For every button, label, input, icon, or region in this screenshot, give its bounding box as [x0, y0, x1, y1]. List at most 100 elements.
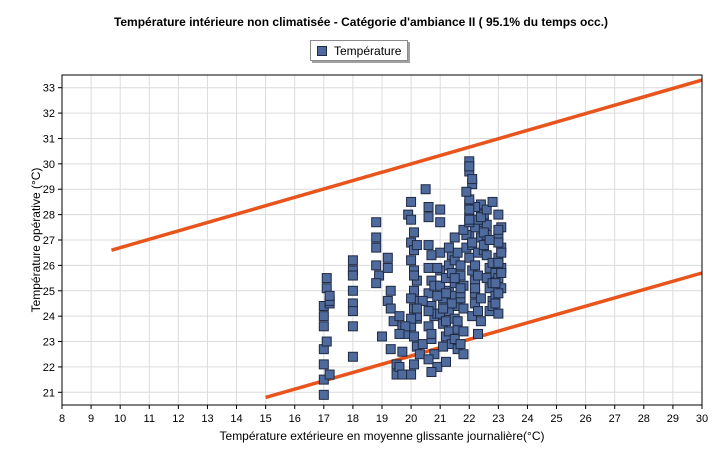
data-point [475, 316, 486, 327]
data-point [478, 240, 489, 251]
x-tick-label: 28 [638, 413, 650, 425]
data-point [417, 295, 428, 306]
data-point [406, 293, 417, 304]
data-point [347, 306, 358, 317]
data-point [478, 227, 489, 238]
data-point [429, 349, 440, 360]
data-point [493, 224, 504, 235]
x-tick-label: 18 [347, 413, 359, 425]
data-point [426, 328, 437, 339]
data-point [423, 262, 434, 273]
data-point [423, 354, 434, 365]
data-point [475, 293, 486, 304]
y-tick-label: 25 [43, 286, 55, 298]
data-point [458, 224, 469, 235]
y-tick-label: 28 [43, 210, 55, 222]
data-points [318, 156, 507, 400]
x-tick-label: 10 [114, 413, 126, 425]
data-point [321, 336, 332, 347]
data-point [470, 283, 481, 294]
data-point [347, 285, 358, 296]
data-point [441, 356, 451, 367]
y-tick-label: 26 [43, 260, 55, 272]
x-tick-label: 25 [550, 413, 562, 425]
data-point [481, 273, 492, 284]
data-point [449, 273, 460, 284]
data-point [394, 328, 405, 339]
data-point [475, 212, 486, 223]
x-tick-label: 22 [463, 413, 475, 425]
x-tick-label: 24 [521, 413, 533, 425]
data-point [467, 237, 478, 248]
data-point [452, 316, 463, 327]
y-tick-label: 27 [43, 235, 55, 247]
data-point [411, 303, 422, 314]
legend-square-marker-icon [317, 45, 327, 56]
data-point [432, 262, 443, 273]
data-point [426, 367, 437, 377]
data-point [481, 204, 492, 215]
data-point [493, 237, 504, 248]
data-point [388, 316, 399, 327]
data-point [382, 262, 393, 273]
x-tick-label: 15 [260, 413, 272, 425]
data-point [435, 204, 446, 215]
data-point [473, 306, 483, 317]
comfort-limit-lines [110, 78, 703, 400]
data-point [347, 270, 358, 281]
x-tick-label: 30 [696, 413, 708, 425]
y-tick-label: 29 [43, 184, 55, 196]
data-point [409, 359, 419, 370]
data-point [464, 204, 475, 215]
data-point [496, 247, 507, 258]
data-point [385, 303, 396, 314]
x-axis-label: Température extérieure en moyenne glissa… [220, 429, 545, 443]
data-point [406, 255, 417, 266]
x-tick-label: 11 [144, 413, 155, 425]
legend: Température [310, 40, 409, 61]
data-point [467, 311, 478, 322]
data-point [324, 369, 335, 380]
data-point [406, 313, 417, 324]
data-point [324, 290, 335, 301]
y-tick-label: 30 [43, 159, 55, 171]
data-point [318, 374, 329, 385]
data-point [461, 186, 472, 197]
data-point [423, 202, 434, 212]
x-tick-label: 12 [172, 413, 184, 425]
data-point [487, 196, 498, 207]
x-axis-ticks: 8 9 10 11 12 13 14 15 16 17 18 19 20 21 22 23 24 25 26 27 28… [59, 405, 708, 425]
data-point [464, 252, 475, 263]
data-point [371, 260, 382, 271]
x-tick-label: 17 [318, 413, 330, 425]
data-point [458, 326, 469, 337]
data-point [438, 341, 449, 352]
data-point [318, 311, 329, 322]
data-point [371, 232, 382, 243]
data-point [467, 174, 478, 185]
chart-title: Température intérieure non climatisée - … [113, 15, 609, 29]
data-point [484, 235, 495, 245]
x-tick-label: 13 [201, 413, 213, 425]
data-point [449, 334, 460, 344]
data-point [441, 288, 451, 299]
data-point [417, 339, 428, 350]
x-tick-label: 14 [230, 413, 242, 425]
data-point [435, 247, 446, 258]
x-tick-label: 19 [376, 413, 388, 425]
x-tick-label: 29 [667, 413, 679, 425]
y-tick-label: 31 [43, 133, 55, 145]
data-point [438, 303, 449, 314]
data-point [455, 283, 466, 294]
data-point [321, 273, 332, 284]
data-point [432, 290, 443, 301]
data-point [409, 270, 419, 281]
y-tick-label: 21 [43, 387, 55, 399]
data-point [458, 303, 469, 314]
data-point [318, 359, 329, 370]
data-point [473, 328, 483, 339]
data-point [458, 349, 469, 360]
upper-limit-line [110, 78, 703, 252]
data-point [441, 316, 451, 327]
